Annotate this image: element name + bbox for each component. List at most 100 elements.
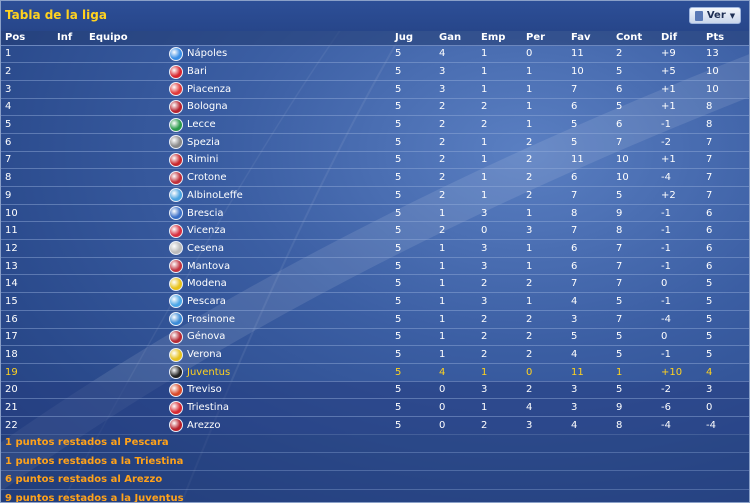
ver-button[interactable]: Ver ▼ bbox=[689, 7, 741, 24]
team-name[interactable]: Crotone bbox=[187, 172, 227, 184]
table-row[interactable]: 9 AlbinoLeffe 5 2 1 2 7 5 +2 7 bbox=[1, 186, 749, 205]
column-header-pos[interactable]: Pos bbox=[1, 31, 53, 46]
team-link[interactable]: Modena bbox=[169, 276, 391, 291]
team-link[interactable]: Verona bbox=[169, 347, 391, 362]
table-row[interactable]: 20 Treviso 5 0 3 2 3 5 -2 3 bbox=[1, 381, 749, 400]
team-name[interactable]: Modena bbox=[187, 278, 227, 290]
team-cell[interactable]: Génova bbox=[85, 328, 391, 347]
team-cell[interactable]: Piacenza bbox=[85, 80, 391, 99]
table-row[interactable]: 15 Pescara 5 1 3 1 4 5 -1 5 bbox=[1, 292, 749, 311]
team-name[interactable]: Mantova bbox=[187, 260, 231, 272]
team-cell[interactable]: Verona bbox=[85, 345, 391, 364]
team-name[interactable]: Lecce bbox=[187, 119, 216, 131]
table-row[interactable]: 17 Génova 5 1 2 2 5 5 0 5 bbox=[1, 328, 749, 347]
team-link[interactable]: Crotone bbox=[169, 170, 391, 185]
column-header-gan[interactable]: Gan bbox=[435, 31, 477, 46]
team-name[interactable]: Cesena bbox=[187, 242, 224, 254]
team-cell[interactable]: Crotone bbox=[85, 168, 391, 187]
table-row[interactable]: 11 Vicenza 5 2 0 3 7 8 -1 6 bbox=[1, 221, 749, 241]
team-link[interactable]: Rimini bbox=[169, 152, 391, 167]
column-header-emp[interactable]: Emp bbox=[477, 31, 522, 46]
team-link[interactable]: Arezzo bbox=[169, 418, 391, 433]
column-header-pts[interactable]: Pts bbox=[702, 31, 749, 46]
team-name[interactable]: Brescia bbox=[187, 207, 224, 219]
column-header-fav[interactable]: Fav bbox=[567, 31, 612, 46]
table-row[interactable]: 14 Modena 5 1 2 2 7 7 0 5 bbox=[1, 274, 749, 294]
table-row[interactable]: 3 Piacenza 5 3 1 1 7 6 +1 10 bbox=[1, 80, 749, 99]
team-link[interactable]: Bologna bbox=[169, 99, 391, 114]
team-cell[interactable]: Bari bbox=[85, 62, 391, 81]
team-cell[interactable]: Cesena bbox=[85, 239, 391, 258]
team-cell[interactable]: Modena bbox=[85, 274, 391, 294]
team-name[interactable]: Bologna bbox=[187, 101, 228, 113]
team-cell[interactable]: Brescia bbox=[85, 204, 391, 223]
table-row[interactable]: 21 Triestina 5 0 1 4 3 9 -6 0 bbox=[1, 398, 749, 417]
team-name[interactable]: Frosinone bbox=[187, 313, 235, 325]
column-header-jug[interactable]: Jug bbox=[391, 31, 435, 46]
team-cell[interactable]: Bologna bbox=[85, 98, 391, 117]
table-row[interactable]: 18 Verona 5 1 2 2 4 5 -1 5 bbox=[1, 345, 749, 364]
team-link[interactable]: Cesena bbox=[169, 241, 391, 256]
column-header-dif[interactable]: Dif bbox=[657, 31, 702, 46]
team-link[interactable]: Génova bbox=[169, 329, 391, 344]
team-name[interactable]: Rimini bbox=[187, 154, 219, 166]
team-name[interactable]: Vicenza bbox=[187, 225, 226, 237]
table-row[interactable]: 22 Arezzo 5 0 2 3 4 8 -4 -4 bbox=[1, 416, 749, 435]
team-link[interactable]: Pescara bbox=[169, 294, 391, 309]
team-cell[interactable]: Vicenza bbox=[85, 221, 391, 241]
team-link[interactable]: Frosinone bbox=[169, 312, 391, 327]
table-row[interactable]: 4 Bologna 5 2 2 1 6 5 +1 8 bbox=[1, 98, 749, 117]
team-link[interactable]: Piacenza bbox=[169, 82, 391, 97]
team-cell[interactable]: Mantova bbox=[85, 257, 391, 276]
team-name[interactable]: Spezia bbox=[187, 136, 221, 148]
team-name[interactable]: Treviso bbox=[187, 384, 222, 396]
team-cell[interactable]: Lecce bbox=[85, 115, 391, 134]
team-cell[interactable]: Frosinone bbox=[85, 310, 391, 329]
table-row[interactable]: 7 Rimini 5 2 1 2 11 10 +1 7 bbox=[1, 151, 749, 170]
column-header-inf[interactable]: Inf bbox=[53, 31, 85, 46]
table-row[interactable]: 5 Lecce 5 2 2 1 5 6 -1 8 bbox=[1, 115, 749, 134]
team-link[interactable]: Vicenza bbox=[169, 223, 391, 238]
team-name[interactable]: Juventus bbox=[187, 366, 231, 378]
team-name[interactable]: Triestina bbox=[187, 402, 230, 414]
team-link[interactable]: Mantova bbox=[169, 259, 391, 274]
table-row[interactable]: 12 Cesena 5 1 3 1 6 7 -1 6 bbox=[1, 239, 749, 258]
team-link[interactable]: Treviso bbox=[169, 382, 391, 397]
team-name[interactable]: Arezzo bbox=[187, 419, 221, 431]
team-name[interactable]: Génova bbox=[187, 331, 226, 343]
team-cell[interactable]: Spezia bbox=[85, 133, 391, 152]
table-row[interactable]: 1 Nápoles 5 4 1 0 11 2 +9 13 bbox=[1, 45, 749, 64]
table-row[interactable]: 6 Spezia 5 2 1 2 5 7 -2 7 bbox=[1, 133, 749, 152]
team-link[interactable]: Lecce bbox=[169, 117, 391, 132]
team-cell[interactable]: Nápoles bbox=[85, 45, 391, 64]
team-link[interactable]: Spezia bbox=[169, 135, 391, 150]
table-row[interactable]: 8 Crotone 5 2 1 2 6 10 -4 7 bbox=[1, 168, 749, 187]
team-name[interactable]: Piacenza bbox=[187, 83, 232, 95]
table-row[interactable]: 19 Juventus 5 4 1 0 11 1 +10 4 bbox=[1, 363, 749, 382]
team-cell[interactable]: Juventus bbox=[85, 363, 391, 382]
team-link[interactable]: Bari bbox=[169, 64, 391, 79]
team-name[interactable]: Nápoles bbox=[187, 48, 228, 60]
team-name[interactable]: AlbinoLeffe bbox=[187, 189, 243, 201]
column-header-equipo[interactable]: Equipo bbox=[85, 31, 391, 46]
team-cell[interactable]: Rimini bbox=[85, 151, 391, 170]
team-name[interactable]: Verona bbox=[187, 349, 222, 361]
team-link[interactable]: Brescia bbox=[169, 206, 391, 221]
team-cell[interactable]: Triestina bbox=[85, 398, 391, 417]
team-link[interactable]: Juventus bbox=[169, 365, 391, 380]
team-cell[interactable]: Treviso bbox=[85, 381, 391, 400]
team-link[interactable]: AlbinoLeffe bbox=[169, 188, 391, 203]
table-row[interactable]: 13 Mantova 5 1 3 1 6 7 -1 6 bbox=[1, 257, 749, 276]
team-cell[interactable]: Arezzo bbox=[85, 416, 391, 435]
column-header-cont[interactable]: Cont bbox=[612, 31, 657, 46]
team-cell[interactable]: Pescara bbox=[85, 292, 391, 311]
table-row[interactable]: 2 Bari 5 3 1 1 10 5 +5 10 bbox=[1, 62, 749, 81]
team-name[interactable]: Bari bbox=[187, 66, 207, 78]
team-cell[interactable]: AlbinoLeffe bbox=[85, 186, 391, 205]
table-row[interactable]: 16 Frosinone 5 1 2 2 3 7 -4 5 bbox=[1, 310, 749, 329]
team-link[interactable]: Triestina bbox=[169, 400, 391, 415]
table-row[interactable]: 10 Brescia 5 1 3 1 8 9 -1 6 bbox=[1, 204, 749, 223]
team-name[interactable]: Pescara bbox=[187, 295, 226, 307]
team-link[interactable]: Nápoles bbox=[169, 46, 391, 61]
column-header-per[interactable]: Per bbox=[522, 31, 567, 46]
